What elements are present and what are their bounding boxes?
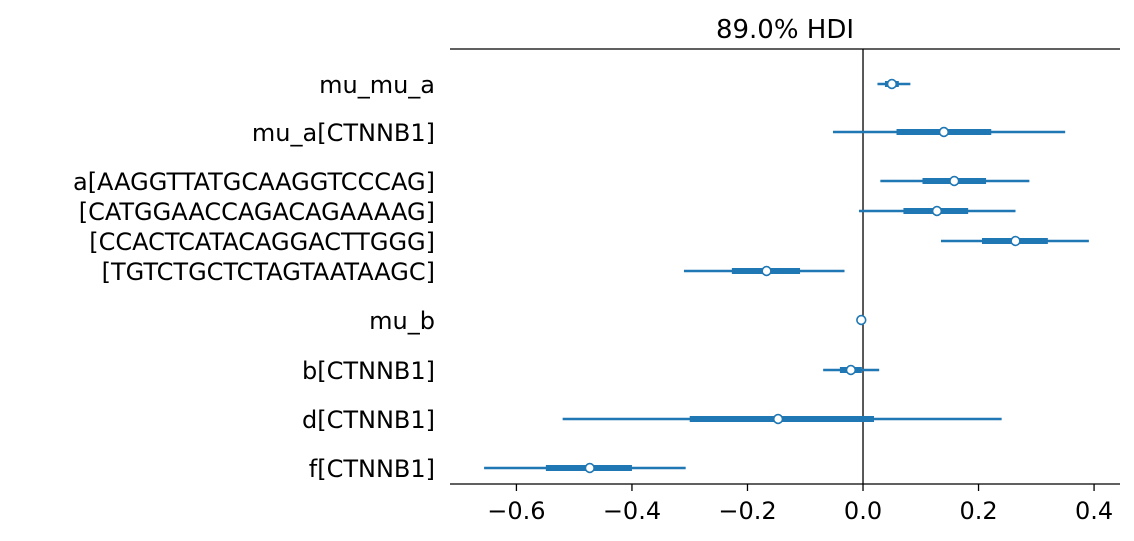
forest-row: [CCACTCATACAGGACTTGGG] <box>89 228 1089 256</box>
forest-row: a[AAGGTTATGCAAGGTCCCAG] <box>73 168 1030 196</box>
x-tick-label: −0.4 <box>603 497 661 525</box>
x-tick-label: −0.6 <box>487 497 545 525</box>
forest-row: d[CTNNB1] <box>302 406 1002 434</box>
x-tick-label: 0.4 <box>1075 497 1113 525</box>
mean-point <box>931 205 943 217</box>
mean-point <box>584 462 595 474</box>
x-tick-label: 0.2 <box>959 497 997 525</box>
mean-point <box>772 413 784 425</box>
row-label: [TGTCTGCTCTAGTAATAAGC] <box>102 258 435 286</box>
mean-point <box>856 314 867 326</box>
x-tick-label: −0.2 <box>718 497 776 525</box>
mean-point <box>938 126 950 138</box>
row-label: mu_mu_a <box>319 71 435 99</box>
row-label: mu_a[CTNNB1] <box>252 119 435 147</box>
row-label: a[AAGGTTATGCAAGGTCCCAG] <box>73 168 435 196</box>
mean-point <box>949 175 960 187</box>
row-label: d[CTNNB1] <box>302 406 435 434</box>
forest-row: [TGTCTGCTCTAGTAATAAGC] <box>102 258 845 286</box>
forest-row: b[CTNNB1] <box>302 357 880 385</box>
forest-row: mu_mu_a <box>319 71 911 99</box>
row-label: b[CTNNB1] <box>302 357 435 385</box>
mean-point <box>886 78 898 90</box>
forest-row: mu_a[CTNNB1] <box>252 119 1066 147</box>
forest-row: mu_b <box>369 307 867 335</box>
mean-point <box>761 265 772 277</box>
x-tick-label: 0.0 <box>844 497 882 525</box>
row-label: [CATGGAACCAGACAGAAAAG] <box>79 198 435 226</box>
forest-row: f[CTNNB1] <box>309 455 686 483</box>
mean-point <box>845 364 857 376</box>
row-label: f[CTNNB1] <box>309 455 435 483</box>
forest-row: [CATGGAACCAGACAGAAAAG] <box>79 198 1016 226</box>
chart-title: 89.0% HDI <box>716 15 854 45</box>
row-label: [CCACTCATACAGGACTTGGG] <box>89 228 435 256</box>
mean-point <box>1010 235 1021 247</box>
row-label: mu_b <box>369 307 435 335</box>
